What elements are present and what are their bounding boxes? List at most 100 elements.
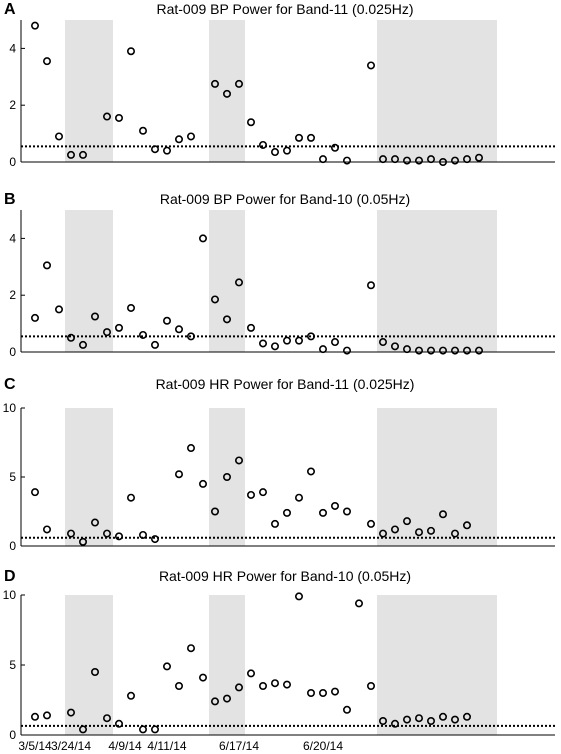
y-tick-label: 0 bbox=[9, 345, 16, 359]
data-point bbox=[282, 508, 291, 517]
data-point bbox=[223, 315, 232, 324]
y-tick-label: 4 bbox=[9, 231, 16, 245]
data-point bbox=[282, 336, 291, 345]
panel-title: Rat-009 HR Power for Band-10 (0.05Hz) bbox=[159, 568, 411, 584]
data-point bbox=[402, 517, 411, 526]
data-point bbox=[187, 332, 196, 341]
panel-letter: D bbox=[4, 568, 16, 585]
data-point bbox=[462, 155, 471, 164]
data-point bbox=[175, 135, 184, 144]
data-point bbox=[282, 680, 291, 689]
panel-b: 0 2 4 B Rat-009 BP Power for Band-10 (0.05Hz… bbox=[4, 191, 555, 359]
data-point bbox=[235, 278, 244, 287]
data-point bbox=[342, 705, 351, 714]
data-point bbox=[187, 644, 196, 653]
data-point bbox=[235, 456, 244, 465]
data-point bbox=[366, 519, 375, 528]
data-point bbox=[127, 303, 136, 312]
data-point bbox=[306, 332, 315, 341]
data-point bbox=[211, 295, 220, 304]
shaded-interval bbox=[65, 210, 113, 352]
data-point bbox=[79, 150, 88, 159]
data-point bbox=[139, 725, 148, 734]
data-point bbox=[462, 712, 471, 721]
data-point bbox=[30, 712, 39, 721]
data-point bbox=[270, 342, 279, 351]
data-point bbox=[139, 530, 148, 539]
data-point bbox=[438, 510, 447, 519]
panel-title: Rat-009 BP Power for Band-10 (0.05Hz) bbox=[160, 191, 410, 207]
shaded-interval bbox=[377, 595, 497, 735]
data-point bbox=[247, 669, 256, 678]
data-point bbox=[199, 479, 208, 488]
data-point bbox=[103, 714, 112, 723]
data-point bbox=[139, 330, 148, 339]
data-point bbox=[330, 501, 339, 510]
data-point bbox=[390, 155, 399, 164]
data-point bbox=[67, 708, 76, 717]
data-point bbox=[402, 156, 411, 165]
y-tick-label: 0 bbox=[9, 155, 16, 169]
panel-title: Rat-009 HR Power for Band-11 (0.025Hz) bbox=[156, 376, 415, 392]
y-tick-label: 5 bbox=[9, 658, 16, 672]
data-point bbox=[450, 346, 459, 355]
data-point bbox=[151, 725, 160, 734]
data-point bbox=[270, 519, 279, 528]
data-point bbox=[438, 712, 447, 721]
data-point bbox=[294, 336, 303, 345]
shaded-interval bbox=[209, 595, 245, 735]
data-point bbox=[474, 346, 483, 355]
data-point bbox=[462, 521, 471, 530]
data-point bbox=[91, 312, 100, 321]
data-point bbox=[30, 313, 39, 322]
data-point bbox=[199, 234, 208, 243]
data-point bbox=[151, 340, 160, 349]
data-point bbox=[426, 716, 435, 725]
date-label: 4/9/14 bbox=[108, 739, 142, 753]
data-point bbox=[402, 715, 411, 724]
data-point bbox=[318, 688, 327, 697]
data-point bbox=[67, 333, 76, 342]
data-point bbox=[103, 112, 112, 121]
shaded-interval bbox=[65, 20, 113, 162]
panel-letter: A bbox=[4, 1, 16, 18]
data-point bbox=[450, 529, 459, 538]
data-point bbox=[378, 716, 387, 725]
y-tick-label: 4 bbox=[9, 41, 16, 55]
data-point bbox=[378, 338, 387, 347]
y-tick-label: 2 bbox=[9, 288, 16, 302]
data-point bbox=[247, 118, 256, 127]
panel-d: 0 5 10 D Rat-009 HR Power for Band-10 (0.05H… bbox=[3, 568, 555, 742]
data-point bbox=[115, 532, 124, 541]
date-axis-labels: 3/5/14 3/24/14 4/9/14 4/11/14 6/17/14 6/20/14 bbox=[18, 739, 343, 753]
data-point bbox=[223, 472, 232, 481]
data-point bbox=[438, 346, 447, 355]
data-point bbox=[258, 488, 267, 497]
data-point bbox=[42, 57, 51, 66]
date-label: 3/24/14 bbox=[51, 739, 91, 753]
data-point bbox=[342, 346, 351, 355]
data-point bbox=[187, 132, 196, 141]
y-tick-label: 5 bbox=[9, 470, 16, 484]
data-point bbox=[211, 697, 220, 706]
panel-a: 0 2 4 A Rat-009 BP Power for Band-11 (0.025H… bbox=[4, 1, 555, 169]
data-point bbox=[163, 662, 172, 671]
data-point bbox=[330, 338, 339, 347]
date-label: 6/17/14 bbox=[219, 739, 259, 753]
data-point bbox=[450, 156, 459, 165]
data-point bbox=[402, 345, 411, 354]
data-point bbox=[462, 346, 471, 355]
panel-c: 0 5 10 C Rat-009 HR Power for Band-11 (0.025… bbox=[3, 376, 555, 553]
data-point bbox=[366, 61, 375, 70]
data-point bbox=[450, 715, 459, 724]
data-point bbox=[127, 493, 136, 502]
shaded-interval bbox=[377, 20, 497, 162]
data-point bbox=[151, 535, 160, 544]
data-point bbox=[175, 681, 184, 690]
date-label: 6/20/14 bbox=[303, 739, 343, 753]
data-point bbox=[390, 342, 399, 351]
data-point bbox=[115, 113, 124, 122]
data-point bbox=[223, 694, 232, 703]
data-point bbox=[294, 493, 303, 502]
data-point bbox=[366, 681, 375, 690]
